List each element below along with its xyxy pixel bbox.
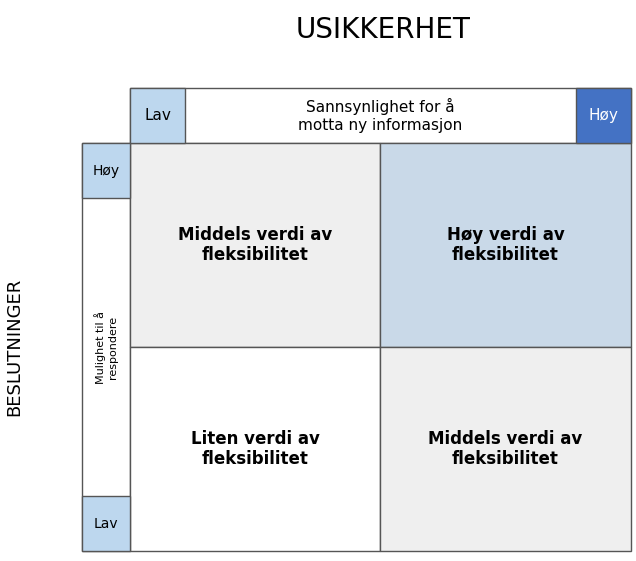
Text: BESLUTNINGER: BESLUTNINGER [5,278,23,416]
Bar [380,347,631,551]
Bar [82,143,130,198]
Text: USIKKERHET: USIKKERHET [296,16,471,44]
Text: Høy: Høy [92,163,120,177]
Bar [130,88,631,143]
Text: Høy verdi av
fleksibilitet: Høy verdi av fleksibilitet [446,226,564,264]
Bar [82,143,130,551]
Text: Sannsynlighet for å
motta ny informasjon: Sannsynlighet for å motta ny informasjon [298,98,462,133]
Bar [82,496,130,551]
Text: Mulighet til å
respondere: Mulighet til å respondere [94,310,118,384]
Bar [130,143,380,347]
Bar [576,88,631,143]
Bar [380,143,631,347]
Text: Middels verdi av
fleksibilitet: Middels verdi av fleksibilitet [178,226,332,264]
Bar [130,347,380,551]
Text: Lav: Lav [144,108,171,123]
Text: Liten verdi av
fleksibilitet: Liten verdi av fleksibilitet [191,430,319,468]
Text: Lav: Lav [93,517,118,531]
Bar [130,88,185,143]
Text: Høy: Høy [588,108,618,123]
Text: Middels verdi av
fleksibilitet: Middels verdi av fleksibilitet [429,430,583,468]
